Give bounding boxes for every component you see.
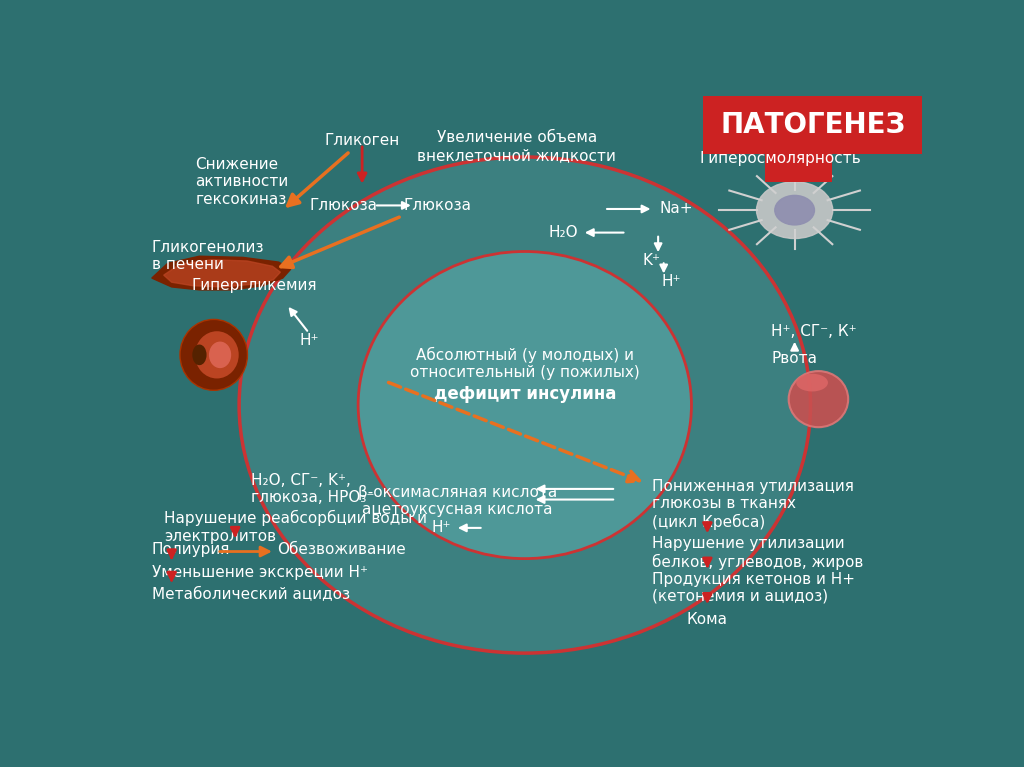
Text: Снижение
активности
гексокиназ: Снижение активности гексокиназ: [196, 157, 289, 207]
Ellipse shape: [239, 157, 811, 653]
Text: Глюкоза: Глюкоза: [403, 199, 471, 213]
Text: Метаболический ацидоз: Метаболический ацидоз: [152, 587, 350, 602]
Text: Продукция кетонов и Н+
(кетонемия и ацидоз): Продукция кетонов и Н+ (кетонемия и ацид…: [652, 571, 855, 604]
Text: Гипергликемия: Гипергликемия: [191, 278, 317, 293]
Circle shape: [775, 196, 814, 225]
Ellipse shape: [180, 319, 248, 390]
Text: Рвота: Рвота: [772, 351, 817, 367]
Text: Пониженная утилизация
глюкозы в тканях
(цикл Кребса): Пониженная утилизация глюкозы в тканях (…: [652, 479, 854, 530]
Text: ПАТОГЕНЕЗ: ПАТОГЕНЕЗ: [720, 111, 905, 139]
Ellipse shape: [209, 341, 231, 368]
Ellipse shape: [797, 374, 828, 391]
Text: Гликоген: Гликоген: [325, 133, 399, 148]
Ellipse shape: [788, 371, 848, 427]
Text: Абсолютный (у молодых) и
относительный (у пожилых): Абсолютный (у молодых) и относительный (…: [410, 347, 640, 380]
Text: H⁺, СГ⁻, К⁺: H⁺, СГ⁻, К⁺: [771, 324, 856, 339]
Text: дефицит инсулина: дефицит инсулина: [433, 386, 616, 403]
Text: Na+: Na+: [659, 202, 693, 216]
Text: Обезвоживание: Обезвоживание: [278, 542, 406, 557]
Text: H₂O: H₂O: [548, 225, 578, 240]
Text: H⁺: H⁺: [662, 274, 681, 288]
Text: Полиурия: Полиурия: [152, 542, 230, 557]
Ellipse shape: [358, 252, 691, 558]
Polygon shape: [164, 260, 281, 287]
Text: H⁺: H⁺: [432, 520, 452, 535]
Text: H⁺: H⁺: [299, 333, 318, 347]
Text: Гликогенолиз
в печени: Гликогенолиз в печени: [152, 239, 264, 272]
Text: Увеличение объема
внеклеточной жидкости: Увеличение объема внеклеточной жидкости: [418, 130, 616, 163]
Text: Кома: Кома: [687, 612, 728, 627]
Ellipse shape: [193, 344, 207, 365]
Text: Нарушение реабсорбции воды и
электролитов: Нарушение реабсорбции воды и электролито…: [164, 510, 427, 544]
Circle shape: [757, 182, 833, 239]
Text: β-оксимасляная кислота
ацетоуксусная кислота: β-оксимасляная кислота ацетоуксусная кис…: [357, 485, 557, 517]
Text: Гиперосмолярность: Гиперосмолярность: [699, 151, 861, 166]
Text: H₂O, СГ⁻, K⁺,
глюкоза, НРО₃⁻: H₂O, СГ⁻, K⁺, глюкоза, НРО₃⁻: [251, 473, 375, 505]
FancyBboxPatch shape: [703, 96, 922, 154]
Text: K⁺: K⁺: [642, 253, 660, 268]
Text: Глюкоза: Глюкоза: [310, 199, 378, 213]
Text: Уменьшение экскреции Н⁺: Уменьшение экскреции Н⁺: [152, 565, 368, 580]
Text: Нарушение утилизации
белков, углеводов, жиров: Нарушение утилизации белков, углеводов, …: [652, 536, 863, 570]
Polygon shape: [152, 256, 291, 290]
FancyBboxPatch shape: [765, 147, 831, 182]
Ellipse shape: [195, 331, 239, 378]
